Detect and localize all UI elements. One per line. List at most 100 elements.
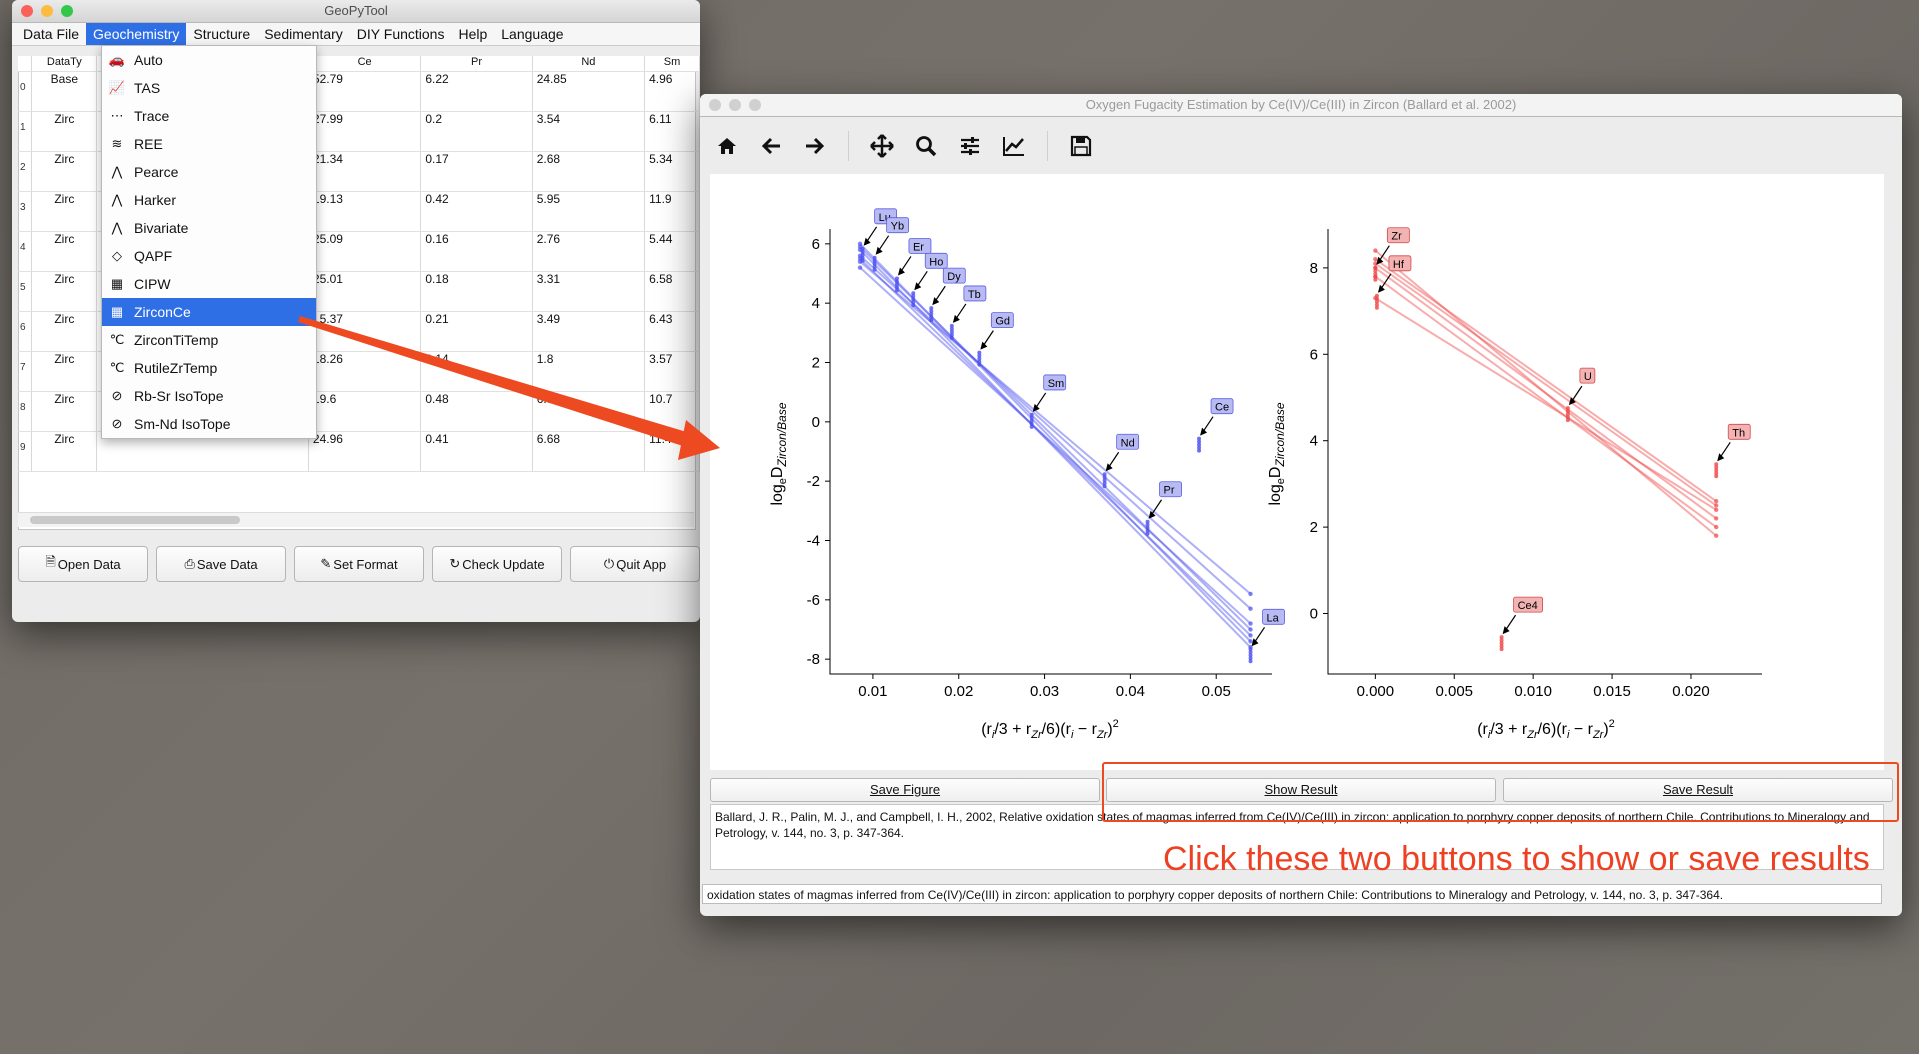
cell-datatype[interactable]: Zirc [31,271,98,312]
save-icon[interactable] [1066,131,1096,161]
row-index[interactable]: 1 [18,111,33,152]
row-index[interactable]: 6 [18,311,33,352]
pan-icon[interactable] [867,131,897,161]
cell-datatype[interactable]: Zirc [31,311,98,352]
forward-arrow-icon[interactable] [800,131,830,161]
zoom-window-button[interactable] [61,5,73,17]
cell-ce[interactable]: 24.96 [308,431,422,472]
show-result-button[interactable]: Show Result [1106,778,1496,802]
row-index[interactable]: 5 [18,271,33,312]
cell-pr[interactable]: 0.17 [420,151,533,192]
zoom-window-button[interactable] [749,99,761,111]
cell-ce[interactable]: 18.26 [308,351,422,392]
row-index[interactable]: 3 [18,191,33,232]
cell-ce[interactable]: 25.01 [308,271,422,312]
column-header[interactable]: Pr [420,56,533,72]
quit-app-button[interactable]: ⏻ Quit App [570,546,700,582]
menu-language[interactable]: Language [501,26,564,42]
set-format-button[interactable]: ✎ Set Format [294,546,424,582]
cell-sm[interactable]: 6.11 [644,111,700,152]
column-header[interactable]: Ce [308,56,422,72]
menu-item-rutilezrtemp[interactable]: ℃ RutileZrTemp [102,354,316,382]
open-data-button[interactable]: 🗎 Open Data [18,546,148,582]
cell-ce[interactable]: 25.09 [308,231,422,272]
horizontal-scrollbar[interactable] [18,512,694,527]
cell-pr[interactable]: 0.16 [420,231,533,272]
close-window-button[interactable] [709,99,721,111]
cell-nd[interactable]: 6.88 [532,391,646,432]
cell-sm[interactable]: 5.34 [644,151,700,192]
row-index[interactable]: 7 [18,351,33,392]
cell-nd[interactable]: 1.8 [532,351,646,392]
cell-datatype[interactable]: Zirc [31,111,98,152]
menu-item-zirconce[interactable]: ▦ ZirconCe [102,298,316,326]
save-figure-button[interactable]: Save Figure [710,778,1100,802]
menu-item-trace[interactable]: ⋯ Trace [102,102,316,130]
scrollbar-thumb[interactable] [30,516,240,524]
cell-pr[interactable]: 0.48 [420,391,533,432]
cell-sm[interactable]: 6.58 [644,271,700,312]
menu-structure[interactable]: Structure [193,26,251,42]
cell-sm[interactable]: 3.57 [644,351,700,392]
minimize-window-button[interactable] [41,5,53,17]
cell-sm[interactable]: 11.9 [644,191,700,232]
cell-ce[interactable]: 15.37 [308,311,422,352]
cell-sm[interactable]: 11.4 [644,431,700,472]
cell-sm[interactable]: 5.44 [644,231,700,272]
cell-datatype[interactable]: Zirc [31,191,98,232]
cell-datatype[interactable]: Zirc [31,231,98,272]
cell-datatype[interactable]: Zirc [31,431,98,472]
column-header[interactable]: Nd [532,56,646,72]
cell-nd[interactable]: 3.49 [532,311,646,352]
cell-datatype[interactable]: Zirc [31,391,98,432]
menu-sedimentary[interactable]: Sedimentary [264,26,343,42]
menu-item-sm-nd-isotope[interactable]: ⊘ Sm-Nd IsoTope [102,410,316,438]
cell-nd[interactable]: 2.76 [532,231,646,272]
edit-axis-icon[interactable] [999,131,1029,161]
cell-ce[interactable]: 21.34 [308,151,422,192]
cell-ce[interactable]: 52.79 [308,71,422,112]
column-header[interactable]: DataTy [31,56,98,72]
menu-diy-functions[interactable]: DIY Functions [356,26,445,42]
back-arrow-icon[interactable] [756,131,786,161]
menu-item-pearce[interactable]: ⋀ Pearce [102,158,316,186]
cell-datatype[interactable]: Base [31,71,98,112]
menu-geochemistry[interactable]: Geochemistry [86,23,187,45]
menu-data-file[interactable]: Data File [23,26,80,42]
row-index[interactable]: 9 [18,431,33,472]
menu-item-zircontitemp[interactable]: ℃ ZirconTiTemp [102,326,316,354]
cell-ce[interactable]: 27.99 [308,111,422,152]
cell-ce[interactable]: 19.13 [308,191,422,232]
cell-nd[interactable]: 3.54 [532,111,646,152]
column-header[interactable]: Sm [644,56,700,72]
cell-pr[interactable]: 0.41 [420,431,533,472]
cell-nd[interactable]: 5.95 [532,191,646,232]
cell-pr[interactable]: 0.2 [420,111,533,152]
minimize-window-button[interactable] [729,99,741,111]
cell-pr[interactable]: 6.22 [420,71,533,112]
row-index[interactable]: 0 [18,71,33,112]
cell-sm[interactable]: 4.96 [644,71,700,112]
cell-datatype[interactable]: Zirc [31,351,98,392]
figure-canvas[interactable]: logeDZircon/Base (ri/3 + rZr/6)(ri − rZr… [710,174,1884,770]
cell-ce[interactable]: 19.6 [308,391,422,432]
cell-pr[interactable]: 0.18 [420,271,533,312]
cell-nd[interactable]: 3.31 [532,271,646,312]
row-index[interactable]: 4 [18,231,33,272]
menu-item-bivariate[interactable]: ⋀ Bivariate [102,214,316,242]
save-result-button[interactable]: Save Result [1503,778,1893,802]
menu-item-harker[interactable]: ⋀ Harker [102,186,316,214]
home-icon[interactable] [712,131,742,161]
reference-text[interactable]: Ballard, J. R., Palin, M. J., and Campbe… [710,804,1884,870]
zoom-icon[interactable] [911,131,941,161]
cell-pr[interactable]: 0.21 [420,311,533,352]
menu-item-ree[interactable]: ≋ REE [102,130,316,158]
cell-pr[interactable]: 0.14 [420,351,533,392]
row-index[interactable]: 8 [18,391,33,432]
menu-item-qapf[interactable]: ◇ QAPF [102,242,316,270]
cell-datatype[interactable]: Zirc [31,151,98,192]
menu-item-cipw[interactable]: ▦ CIPW [102,270,316,298]
close-window-button[interactable] [21,5,33,17]
cell-nd[interactable]: 2.68 [532,151,646,192]
menu-item-tas[interactable]: 📈 TAS [102,74,316,102]
